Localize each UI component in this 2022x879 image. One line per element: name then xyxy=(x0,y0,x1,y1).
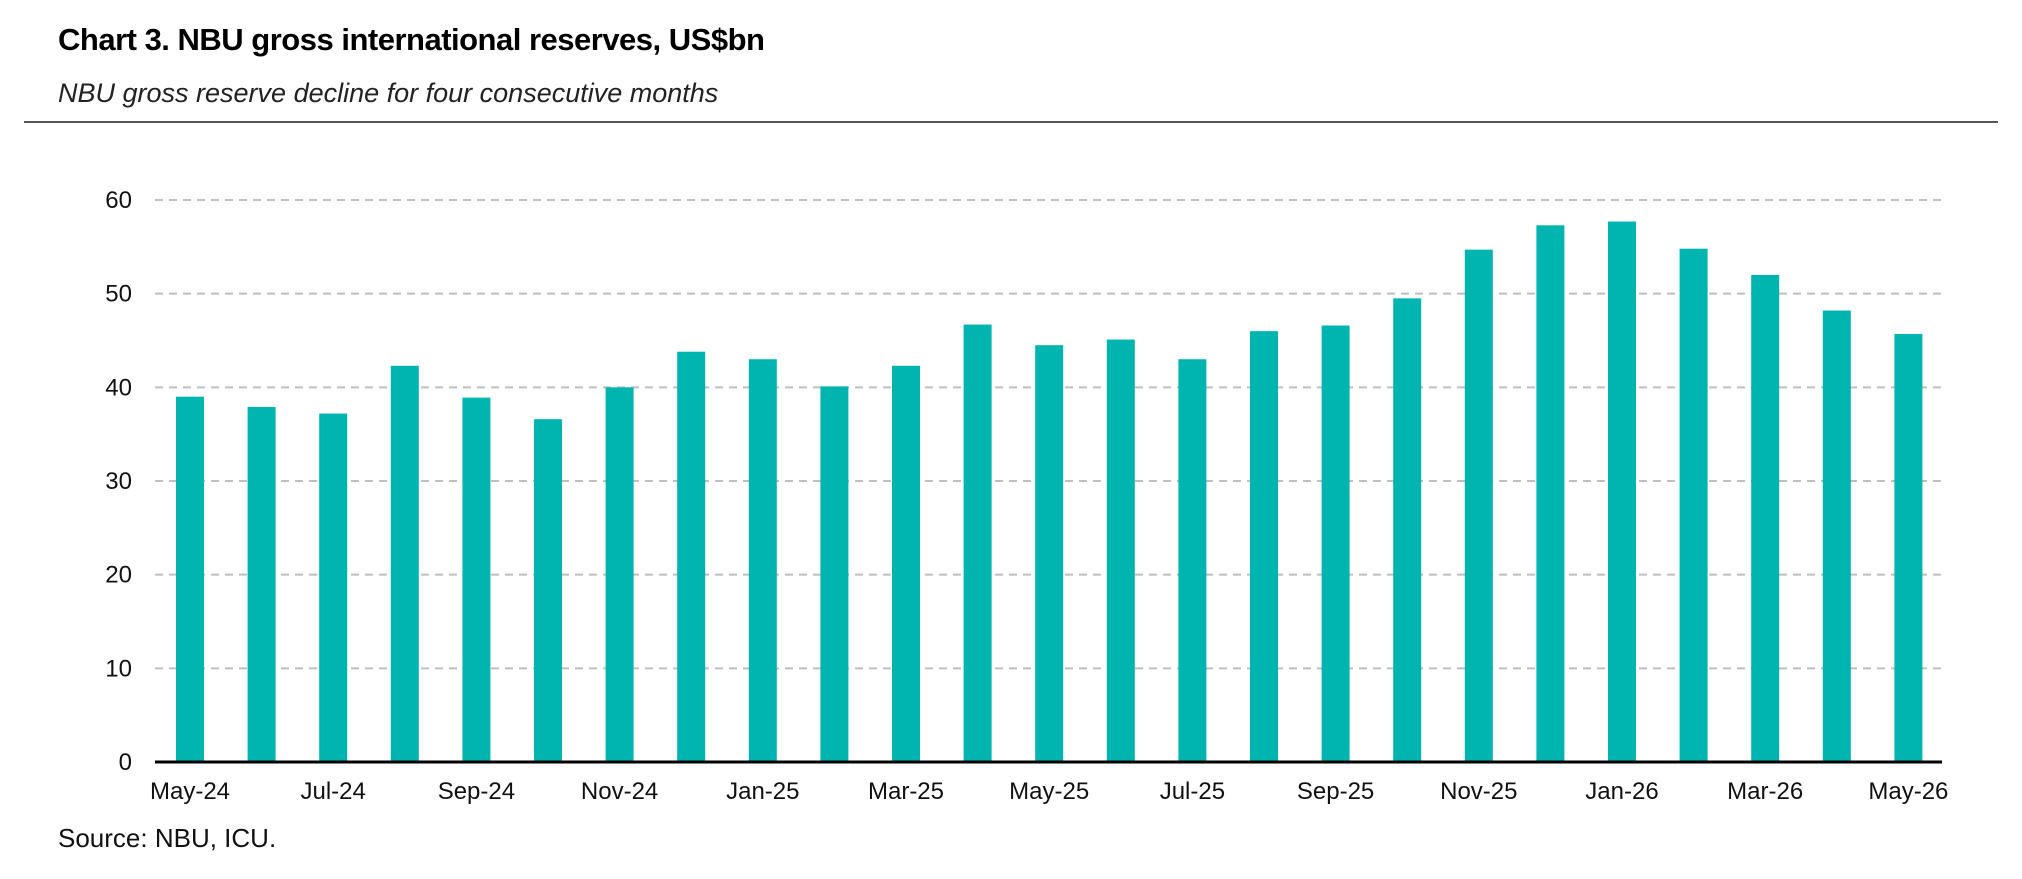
x-tick-label: Mar-26 xyxy=(1727,778,1803,805)
bar xyxy=(1106,339,1135,762)
x-tick-label: Jul-25 xyxy=(1160,778,1225,805)
bar xyxy=(462,397,491,762)
y-tick-label: 60 xyxy=(105,187,132,214)
y-tick-label: 30 xyxy=(105,468,132,495)
x-tick-label: Jul-24 xyxy=(301,778,366,805)
bar xyxy=(1178,359,1207,762)
y-tick-label: 20 xyxy=(105,562,132,589)
x-tick-label: Nov-24 xyxy=(581,778,658,805)
bar xyxy=(534,419,562,762)
bar xyxy=(1822,310,1851,762)
chart-title: Chart 3. NBU gross international reserve… xyxy=(58,22,765,57)
bar xyxy=(1679,248,1708,762)
x-tick-label: Nov-25 xyxy=(1440,778,1517,805)
bar xyxy=(748,359,777,762)
chart-subtitle: NBU gross reserve decline for four conse… xyxy=(58,78,719,108)
x-tick-label: May-26 xyxy=(1868,778,1948,805)
bar xyxy=(1035,345,1064,762)
bar xyxy=(1536,225,1565,763)
bar xyxy=(820,386,849,762)
bar xyxy=(247,407,276,762)
y-axis-tick-labels: 0 10 20 30 40 50 60 xyxy=(105,187,132,776)
x-tick-label: Sep-25 xyxy=(1297,778,1374,805)
x-tick-label: Sep-24 xyxy=(438,778,515,805)
bar xyxy=(390,365,419,762)
x-tick-label: Jan-26 xyxy=(1585,778,1658,805)
header-divider xyxy=(24,121,1998,123)
bar xyxy=(1608,221,1636,762)
bar xyxy=(1464,249,1493,763)
y-tick-label: 0 xyxy=(119,749,132,776)
x-tick-label: Mar-25 xyxy=(868,778,944,805)
y-tick-label: 40 xyxy=(105,374,132,401)
bar-series xyxy=(176,221,1923,763)
bar xyxy=(1250,331,1278,762)
bar xyxy=(1894,333,1923,762)
x-axis-tick-labels: May-24 Jul-24 Sep-24 Nov-24 Jan-25 Mar-25 May-… xyxy=(150,778,1948,805)
bar xyxy=(319,413,348,762)
bar xyxy=(963,324,992,762)
bar xyxy=(1321,325,1350,762)
gridlines xyxy=(155,199,1942,670)
x-tick-label: Jan-25 xyxy=(726,778,799,805)
bar xyxy=(677,351,706,762)
y-tick-label: 50 xyxy=(105,281,132,308)
bar xyxy=(892,365,920,762)
bar xyxy=(605,387,634,762)
bar xyxy=(176,396,204,762)
bar xyxy=(1393,298,1422,762)
x-tick-label: May-24 xyxy=(150,778,230,805)
source-note: Source: NBU, ICU. xyxy=(58,823,277,853)
y-tick-label: 10 xyxy=(105,655,132,682)
x-tick-label: May-25 xyxy=(1009,778,1089,805)
bar xyxy=(1751,274,1780,762)
